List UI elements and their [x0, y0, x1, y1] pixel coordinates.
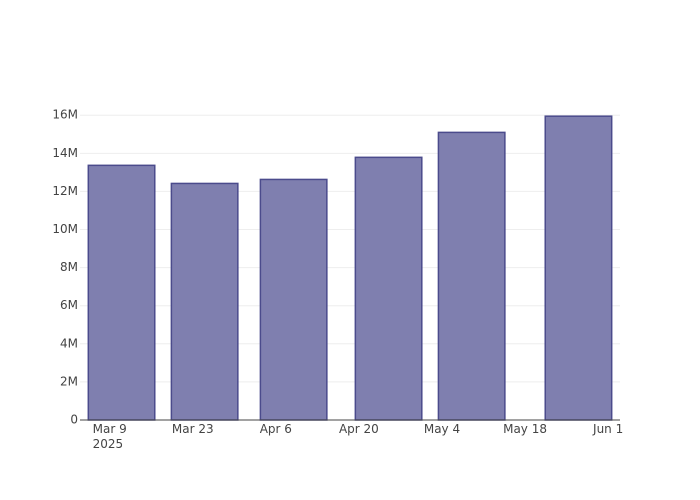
y-tick-label: 6M	[60, 298, 78, 312]
y-tick-label: 0	[70, 413, 78, 427]
y-tick-label: 10M	[52, 222, 78, 236]
y-tick-label: 4M	[60, 336, 78, 350]
x-tick-label: May 4	[423, 422, 461, 436]
y-tick-label: 16M	[52, 108, 78, 122]
x-tick-label: Apr 20	[338, 422, 379, 436]
y-tick-label: 2M	[60, 374, 78, 388]
bar	[87, 164, 156, 421]
bar	[437, 131, 506, 421]
y-tick-label: 12M	[52, 184, 78, 198]
x-tick-label: Mar 9 2025	[92, 422, 127, 451]
bar	[170, 182, 239, 421]
x-tick-label: Mar 23	[171, 422, 214, 436]
y-tick-label: 8M	[60, 260, 78, 274]
y-tick-label: 14M	[52, 146, 78, 160]
bar	[259, 178, 328, 421]
bar	[354, 156, 423, 421]
bar	[544, 115, 613, 421]
x-tick-label: Jun 1	[593, 422, 624, 436]
x-tick-label: Apr 6	[259, 422, 292, 436]
x-tick-label: May 18	[503, 422, 547, 436]
